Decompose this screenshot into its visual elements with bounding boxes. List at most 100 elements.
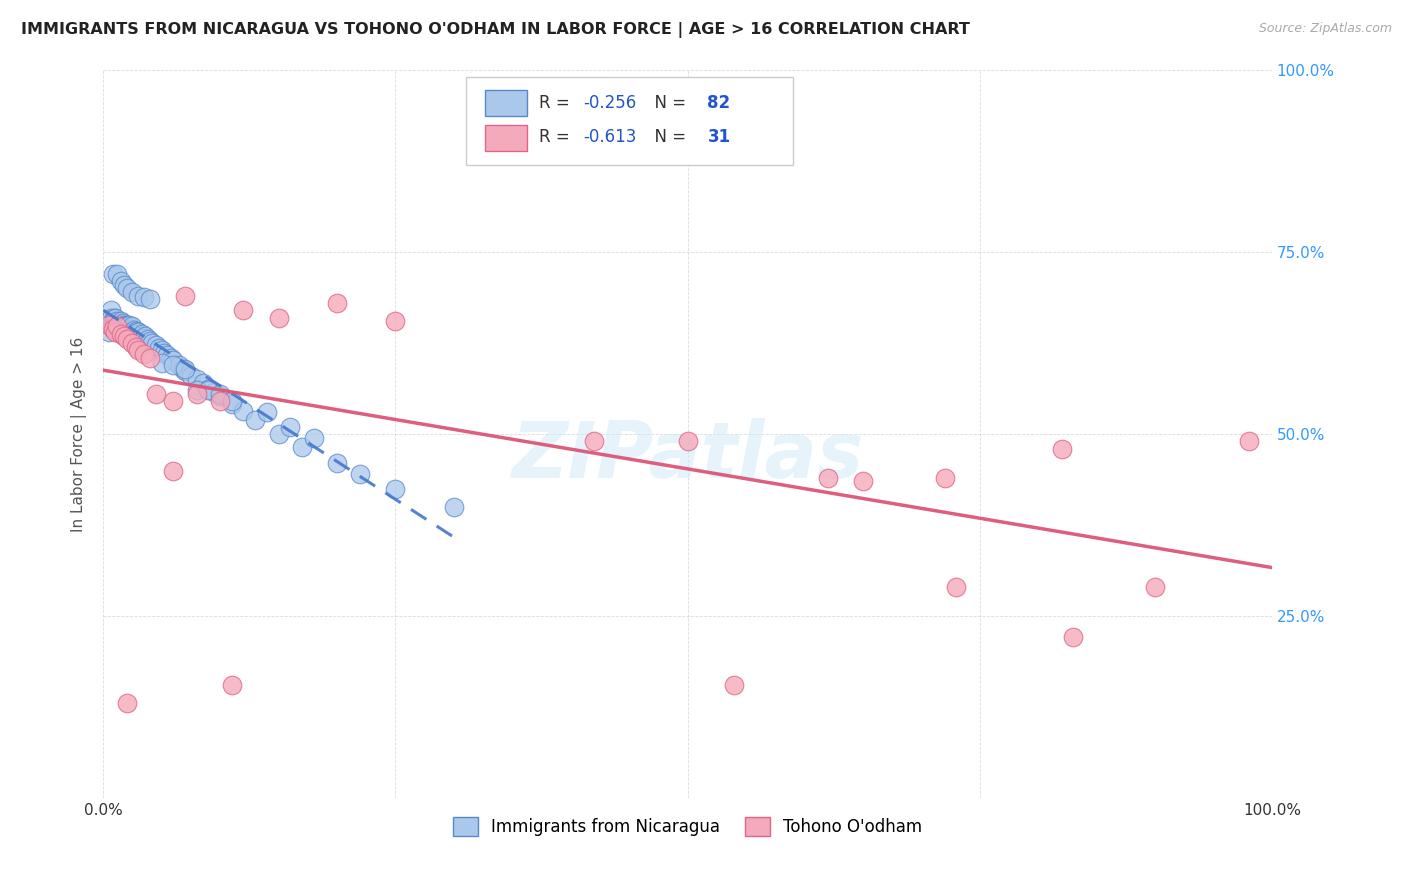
Point <box>160 351 183 365</box>
Bar <box>485 90 527 116</box>
Point <box>172 361 194 376</box>
Point <box>1144 580 1167 594</box>
Point <box>105 267 128 281</box>
Point <box>129 328 152 343</box>
Point <box>278 419 301 434</box>
Point <box>384 482 406 496</box>
Point <box>153 345 176 359</box>
Point <box>221 678 243 692</box>
Point <box>221 394 243 409</box>
Point <box>186 387 208 401</box>
Point <box>174 361 197 376</box>
Point <box>115 697 138 711</box>
Point <box>256 405 278 419</box>
Point <box>111 318 134 332</box>
Point <box>115 323 138 337</box>
Point <box>267 427 290 442</box>
Point <box>118 318 141 332</box>
Legend: Immigrants from Nicaragua, Tohono O'odham: Immigrants from Nicaragua, Tohono O'odha… <box>444 808 931 845</box>
Point <box>134 347 156 361</box>
Point <box>105 319 128 334</box>
Point <box>676 434 699 449</box>
Point <box>945 580 967 594</box>
Point <box>100 310 122 325</box>
Point <box>108 317 131 331</box>
Text: IMMIGRANTS FROM NICARAGUA VS TOHONO O'ODHAM IN LABOR FORCE | AGE > 16 CORRELATIO: IMMIGRANTS FROM NICARAGUA VS TOHONO O'OD… <box>21 22 970 38</box>
Point <box>110 319 132 334</box>
Point <box>162 463 184 477</box>
Point <box>1050 442 1073 456</box>
Point <box>136 333 159 347</box>
Point <box>104 310 127 325</box>
Point <box>202 384 225 399</box>
Text: -0.256: -0.256 <box>583 94 637 112</box>
Point <box>191 376 214 391</box>
Point <box>100 303 122 318</box>
Point <box>349 467 371 482</box>
Y-axis label: In Labor Force | Age > 16: In Labor Force | Age > 16 <box>72 336 87 532</box>
Point <box>98 325 121 339</box>
Point <box>443 500 465 514</box>
Point <box>103 312 125 326</box>
Bar <box>485 125 527 151</box>
Point <box>105 317 128 331</box>
Point <box>104 317 127 331</box>
Point <box>134 328 156 343</box>
Point <box>934 471 956 485</box>
Point <box>197 384 219 398</box>
Point <box>107 319 129 334</box>
Point <box>145 338 167 352</box>
Point <box>209 387 232 401</box>
FancyBboxPatch shape <box>465 78 793 165</box>
Point <box>134 331 156 345</box>
Point <box>115 333 138 347</box>
Point <box>267 310 290 325</box>
Point <box>127 325 149 339</box>
Point <box>120 321 142 335</box>
Point <box>174 289 197 303</box>
Point <box>291 440 314 454</box>
Point <box>114 319 136 334</box>
Text: 82: 82 <box>707 94 731 112</box>
Point <box>98 318 121 332</box>
Point <box>105 319 128 334</box>
Point <box>104 318 127 332</box>
Point <box>104 321 127 335</box>
Point <box>186 384 208 398</box>
Point <box>104 314 127 328</box>
Point <box>150 356 173 370</box>
Point <box>117 321 139 335</box>
Point <box>120 324 142 338</box>
Text: N =: N = <box>644 94 692 112</box>
Point <box>145 387 167 401</box>
Text: R =: R = <box>538 128 575 146</box>
Point <box>180 368 202 383</box>
Point <box>162 352 184 367</box>
Point <box>139 293 162 307</box>
Point <box>156 349 179 363</box>
Point <box>104 314 127 328</box>
Point <box>852 475 875 489</box>
Point <box>232 404 254 418</box>
Point <box>124 325 146 339</box>
Point <box>121 325 143 339</box>
Point <box>723 678 745 692</box>
Point <box>148 341 170 355</box>
Point <box>125 340 148 354</box>
Point <box>104 310 127 325</box>
Point <box>583 434 606 449</box>
Point <box>101 314 124 328</box>
Point <box>112 319 135 334</box>
Point <box>1237 434 1260 449</box>
Point <box>98 318 121 332</box>
Point <box>101 321 124 335</box>
Point <box>127 326 149 341</box>
Point <box>110 274 132 288</box>
Point <box>817 471 839 485</box>
Point <box>326 456 349 470</box>
Text: Source: ZipAtlas.com: Source: ZipAtlas.com <box>1258 22 1392 36</box>
Point <box>111 321 134 335</box>
Point <box>115 281 138 295</box>
Point <box>162 358 184 372</box>
Point <box>121 285 143 299</box>
